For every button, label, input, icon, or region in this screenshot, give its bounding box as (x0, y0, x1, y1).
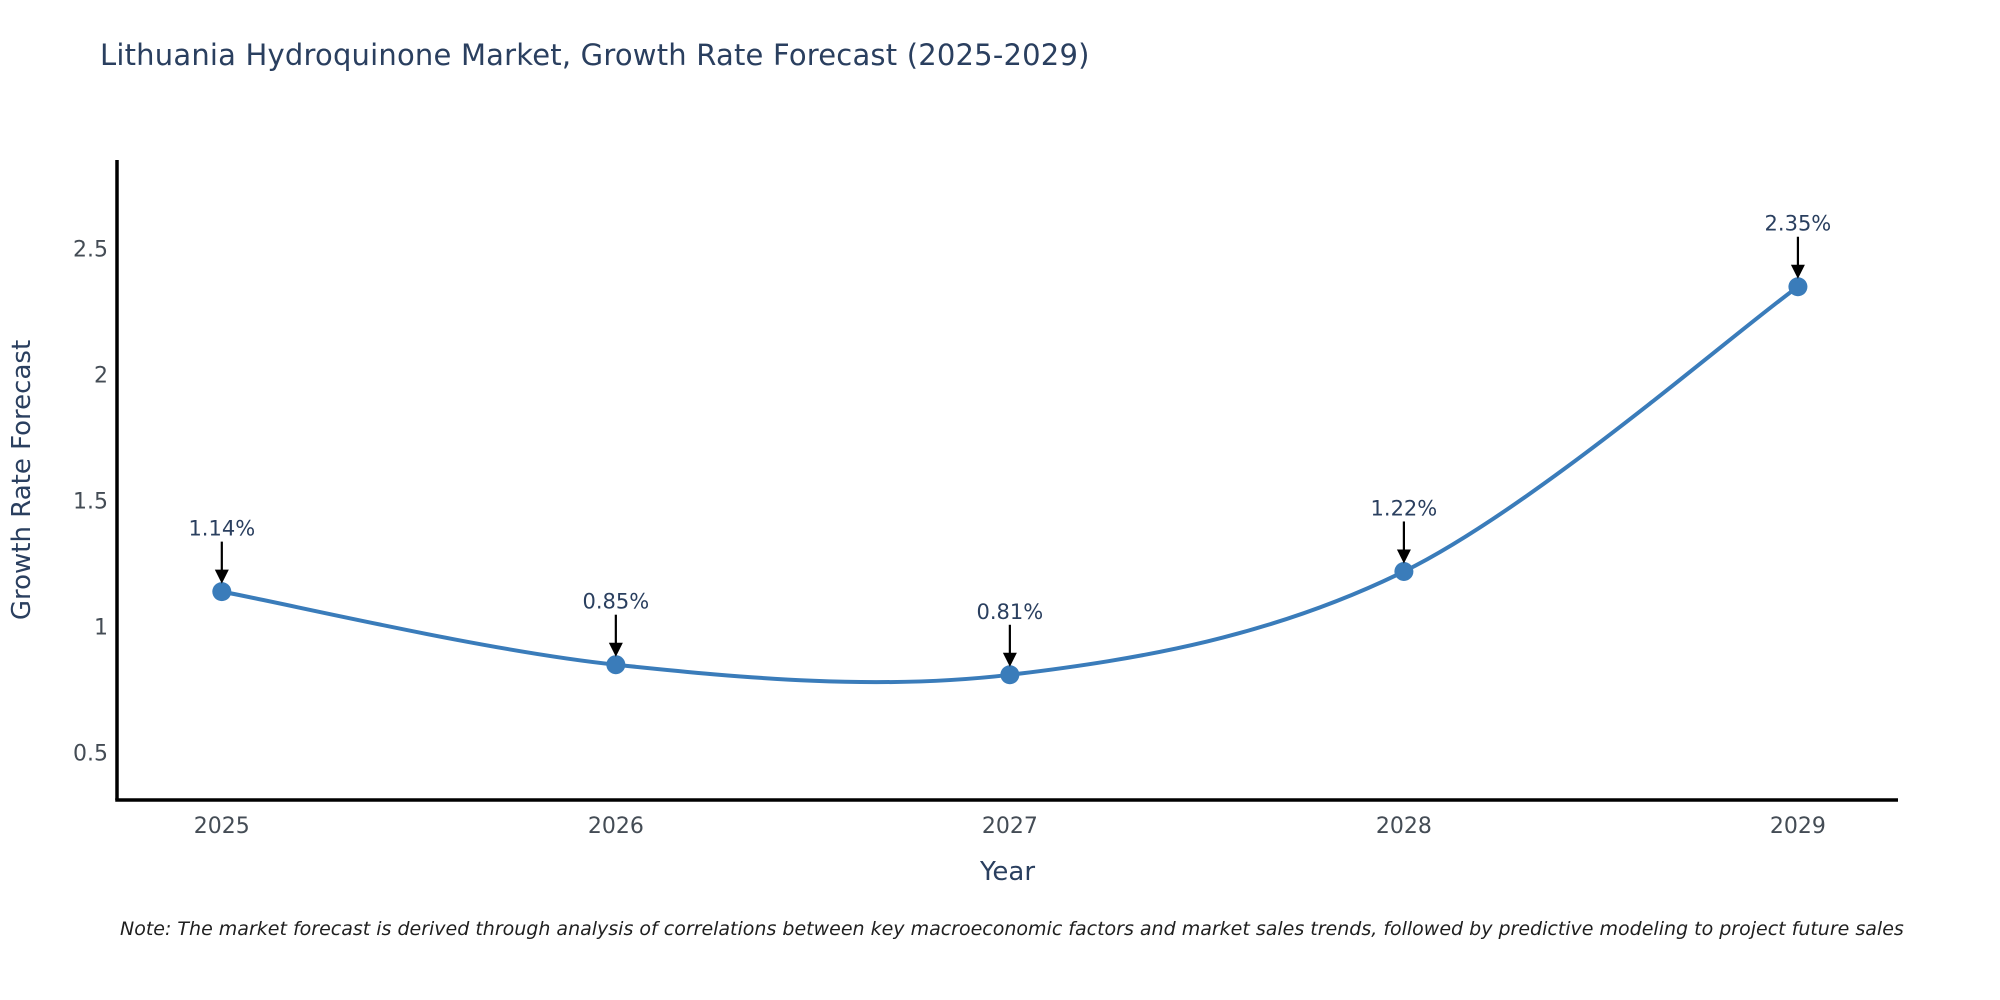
x-tick-label: 2025 (194, 814, 250, 839)
y-axis-label: Growth Rate Forecast (7, 340, 37, 620)
annotation-arrowhead-icon (608, 642, 623, 657)
data-point-label: 1.14% (188, 517, 255, 541)
y-tick-label: 2.5 (73, 238, 108, 263)
trend-line (219, 284, 1800, 685)
annotation-arrowhead-icon (214, 569, 229, 584)
data-point[interactable] (606, 655, 626, 675)
annotation-arrowhead-icon (1002, 652, 1017, 667)
data-point-label: 0.81% (977, 600, 1044, 624)
chart-title: Lithuania Hydroquinone Market, Growth Ra… (100, 38, 1090, 72)
footnote-text: Note: The market forecast is derived thr… (120, 918, 1904, 940)
x-tick-label: 2026 (588, 814, 644, 839)
data-point-label: 1.22% (1371, 496, 1438, 520)
y-tick-label: 1 (94, 616, 108, 641)
x-tick-label: 2028 (1376, 814, 1432, 839)
x-tick-label: 2029 (1770, 814, 1826, 839)
data-point[interactable] (1000, 665, 1020, 685)
y-tick-label: 0.5 (73, 742, 108, 767)
x-tick-label: 2027 (982, 814, 1038, 839)
data-point[interactable] (1788, 277, 1808, 297)
data-point-label: 2.35% (1765, 212, 1832, 236)
data-point[interactable] (212, 582, 232, 602)
x-axis-label: Year (979, 857, 1035, 887)
y-tick-label: 2 (94, 364, 108, 389)
data-point[interactable] (1394, 561, 1414, 581)
annotation-arrowhead-icon (1790, 264, 1805, 279)
annotation-arrowhead-icon (1396, 549, 1411, 564)
data-point-label: 0.85% (582, 590, 649, 614)
y-tick-label: 1.5 (73, 490, 108, 515)
